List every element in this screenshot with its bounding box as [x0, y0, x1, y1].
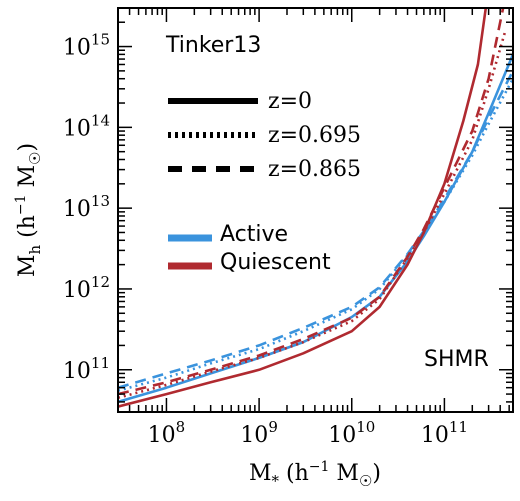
series-line-quiescent-solid: [118, 8, 488, 408]
legend-label-quiescent: Quiescent: [220, 250, 331, 275]
x-axis-label: M* (h−1 M☉): [249, 459, 381, 490]
y-tick-label: 1011: [63, 354, 110, 384]
series-line-active-dashed: [118, 70, 513, 389]
legend-styles: z=0 z=0.695 z=0.865: [168, 89, 361, 182]
y-tick-label: 1013: [63, 192, 110, 222]
series-line-quiescent-dashed: [118, 8, 505, 396]
x-tick-label: 108: [148, 418, 186, 448]
series-layer: [118, 8, 513, 408]
legend-label-active: Active: [220, 222, 288, 247]
x-tick-label: 1010: [328, 418, 375, 448]
tick-layer: 108 109 1010 1011 1011 1012 1013 1014 1015: [63, 7, 513, 448]
series-line-quiescent-dotted: [118, 31, 507, 400]
legend-label-dashed: z=0.865: [268, 157, 361, 182]
y-tick-label: 1012: [63, 273, 110, 303]
y-tick-label: 1014: [63, 111, 110, 141]
legend-label-dotted: z=0.695: [268, 123, 361, 148]
legend-label-solid: z=0: [268, 89, 312, 114]
y-axis-label: Mh (h−1 M☉): [13, 143, 44, 277]
x-tick-label: 1011: [421, 418, 468, 448]
y-tick-label: 1015: [63, 31, 110, 61]
x-tick-label: 109: [240, 418, 278, 448]
series-line-active-dotted: [118, 78, 513, 392]
relation-annotation: SHMR: [424, 347, 489, 372]
model-annotation: Tinker13: [165, 33, 261, 58]
legend-colors: Active Quiescent: [168, 222, 331, 275]
